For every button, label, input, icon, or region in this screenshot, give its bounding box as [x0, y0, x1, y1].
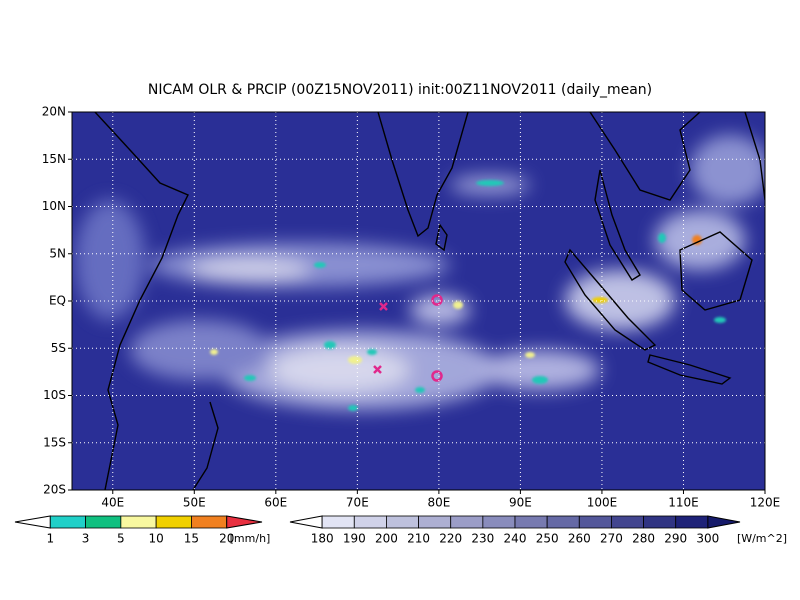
colorbar-unit: [mm/h] — [230, 532, 271, 545]
colorbar-end — [226, 515, 263, 529]
colorbar-label: 1 — [46, 532, 54, 546]
x-tick-label: 80E — [427, 496, 450, 510]
colorbar-segment — [120, 515, 157, 529]
x-tick-label: 50E — [183, 496, 206, 510]
colorbar-label: 10 — [149, 532, 164, 546]
colorbar-label: 250 — [536, 532, 559, 546]
colorbar-label: 270 — [600, 532, 623, 546]
colorbar-label: 200 — [375, 532, 398, 546]
x-tick-label: 100E — [587, 496, 618, 510]
x-tick-label: 120E — [750, 496, 781, 510]
colorbar-label: 220 — [439, 532, 462, 546]
y-tick-label: 20N — [42, 105, 66, 119]
plot-frame — [71, 111, 766, 491]
y-tick-label: 5S — [51, 341, 66, 355]
colorbar-segment — [386, 515, 419, 529]
y-tick-label: 15S — [43, 435, 66, 449]
y-tick-label: EQ — [49, 294, 66, 308]
colorbar-label: 210 — [407, 532, 430, 546]
colorbar-segment — [418, 515, 452, 529]
colorbar-segment — [321, 515, 355, 529]
colorbars: 1 3 5 10 15 20[mm/h] 180 190 200 210 220 230 240 250 2… — [14, 515, 787, 546]
colorbar-end — [289, 515, 323, 529]
colorbar-segment — [514, 515, 548, 529]
colorbar-segment — [191, 515, 228, 529]
colorbar-segment — [675, 515, 709, 529]
colorbar-segment — [546, 515, 580, 529]
colorbar-segment — [49, 515, 86, 529]
colorbar-label: 190 — [343, 532, 366, 546]
colorbar-end — [14, 515, 51, 529]
colorbar-segment — [450, 515, 484, 529]
colorbar-label: 5 — [117, 532, 125, 546]
colorbar-label: 280 — [632, 532, 655, 546]
y-tick-label: 20S — [43, 483, 66, 497]
axes: 40E 50E 60E 70E 80E 90E 100E 110E 120E 20N 15N 10N 5… — [42, 105, 781, 510]
colorbar-label: 300 — [696, 532, 719, 546]
colorbar-label: 260 — [568, 532, 591, 546]
colorbar-segment — [155, 515, 192, 529]
colorbar-segment — [353, 515, 387, 529]
colorbar-label: 15 — [184, 532, 199, 546]
x-tick-label: 60E — [264, 496, 287, 510]
x-tick-label: 40E — [101, 496, 124, 510]
y-tick-label: 15N — [42, 152, 66, 166]
colorbar-segment — [643, 515, 677, 529]
colorbar-segment — [85, 515, 122, 529]
x-tick-label: 90E — [509, 496, 532, 510]
colorbar-label: 240 — [504, 532, 527, 546]
colorbar-segment — [482, 515, 516, 529]
y-tick-label: 10S — [43, 388, 66, 402]
x-tick-label: 70E — [346, 496, 369, 510]
colorbar-label: 230 — [471, 532, 494, 546]
colorbar-unit: [W/m^2] — [737, 532, 787, 545]
colorbar-label: 20 — [219, 532, 234, 546]
map-title: NICAM OLR & PRCIP (00Z15NOV2011) init:00… — [148, 82, 652, 98]
colorbar-segment — [611, 515, 644, 529]
colorbar-label: 3 — [82, 532, 90, 546]
map-field — [72, 112, 765, 490]
colorbar-end — [707, 515, 741, 529]
colorbar-label: 290 — [664, 532, 687, 546]
colorbar-segment — [578, 515, 612, 529]
colorbar-label: 180 — [311, 532, 334, 546]
y-tick-label: 5N — [49, 246, 66, 260]
y-tick-label: 10N — [42, 199, 66, 213]
x-tick-label: 110E — [668, 496, 699, 510]
